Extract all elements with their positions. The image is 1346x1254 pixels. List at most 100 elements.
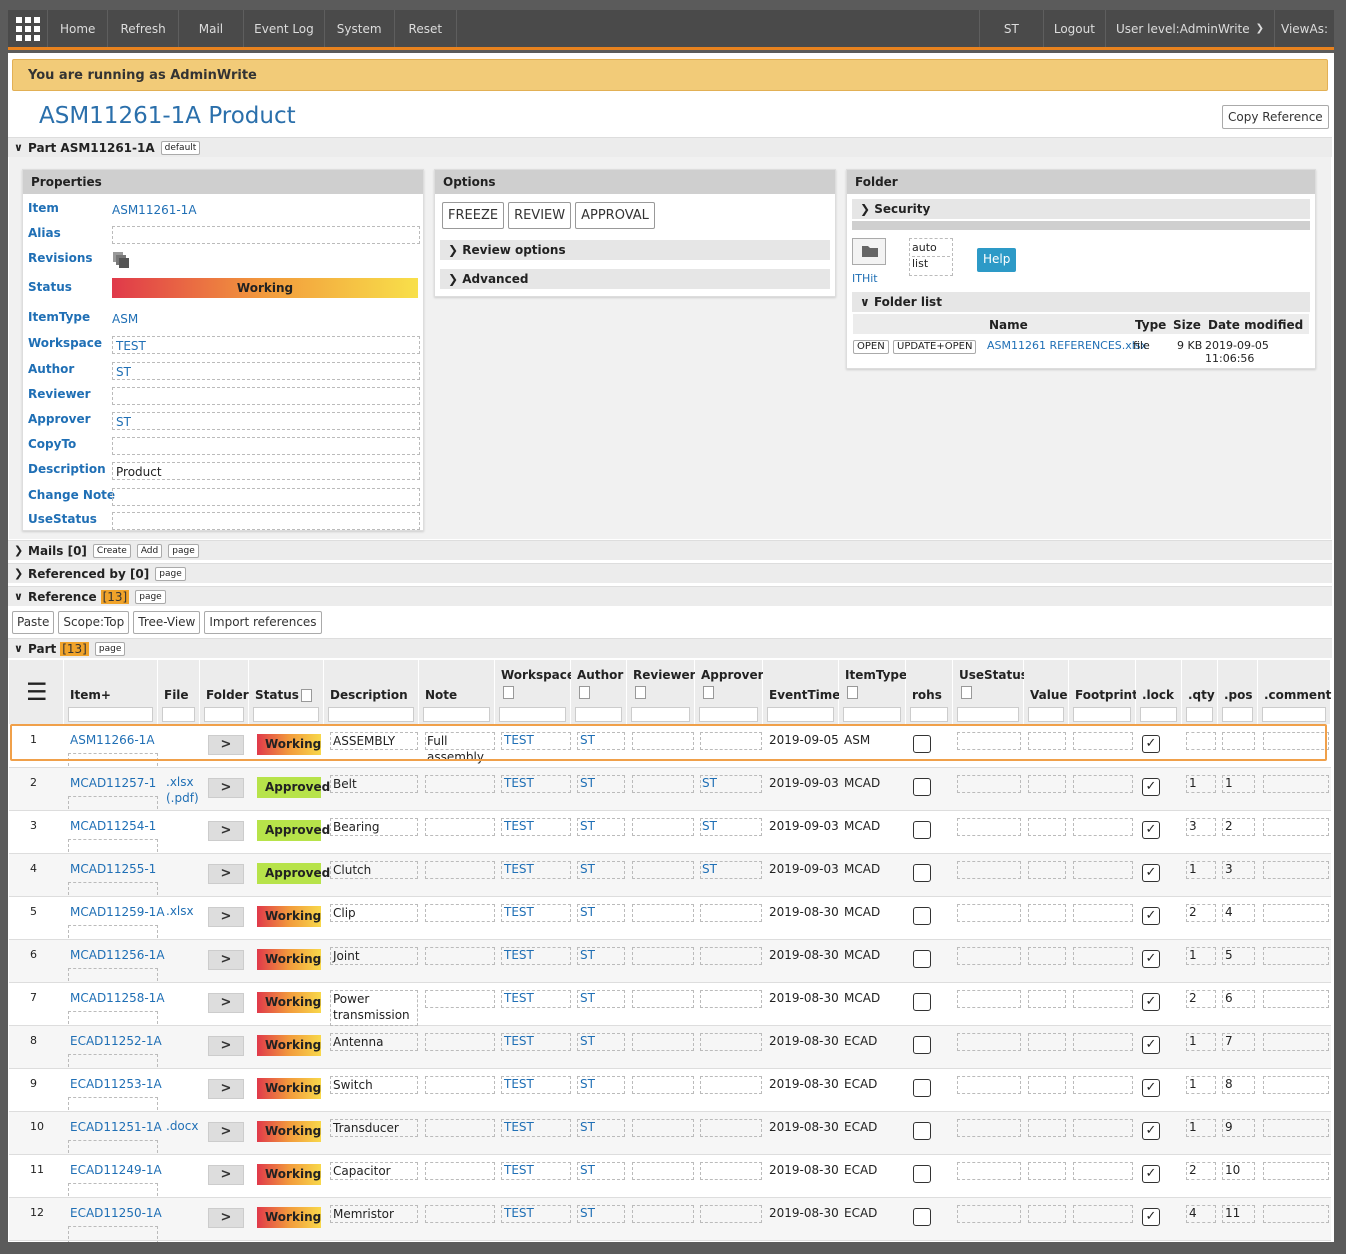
row-value-field[interactable] <box>1028 1119 1066 1137</box>
row-description-field[interactable] <box>330 1205 418 1223</box>
row-workspace[interactable]: TEST <box>504 733 534 747</box>
row-workspace-field[interactable] <box>501 861 571 879</box>
row-author[interactable]: ST <box>580 1206 595 1220</box>
row-qty-field[interactable] <box>1186 1205 1216 1223</box>
row-value-field[interactable] <box>1028 1033 1066 1051</box>
row-lock-checkbox[interactable]: ✓ <box>1142 1036 1160 1054</box>
row-reviewer-field[interactable] <box>632 1033 694 1051</box>
row-comment-field[interactable] <box>1263 1205 1329 1223</box>
prop-itemtype-value[interactable]: ASM <box>112 312 139 326</box>
freeze-button[interactable]: FREEZE <box>442 202 505 229</box>
folder-open-icon[interactable] <box>852 238 886 265</box>
row-value-field[interactable] <box>1028 1076 1066 1094</box>
row-pos-field[interactable] <box>1222 904 1255 922</box>
row-author-field[interactable] <box>577 818 625 836</box>
user-level-dropdown[interactable]: User level:AdminWrite ❯ <box>1106 10 1276 47</box>
prop-reviewer-field[interactable] <box>112 387 420 405</box>
row-pos-field[interactable] <box>1222 775 1255 793</box>
folder-list-toggle[interactable]: ∨ Folder list <box>852 292 1310 312</box>
col-sort-reviewer[interactable] <box>635 686 646 699</box>
col-size[interactable]: Size <box>1173 318 1201 332</box>
col-header-note[interactable]: Note <box>419 660 495 724</box>
row-footprint-field[interactable] <box>1073 861 1133 879</box>
row-comment-field[interactable] <box>1263 861 1329 879</box>
col-header-comment[interactable]: .comment <box>1258 660 1331 724</box>
nav-reset[interactable]: Reset <box>395 10 458 47</box>
row-item-link[interactable]: MCAD11259-1A <box>70 905 165 919</box>
row-comment-field[interactable] <box>1263 775 1329 793</box>
row-note-field[interactable] <box>425 904 495 922</box>
row-note-field[interactable] <box>425 861 495 879</box>
row-value-field[interactable] <box>1028 1162 1066 1180</box>
row-workspace[interactable]: TEST <box>504 819 534 833</box>
row-file-link[interactable]: .docx <box>166 1119 199 1133</box>
col-filter-value[interactable] <box>1028 707 1064 722</box>
row-value-field[interactable] <box>1028 990 1066 1008</box>
import-references-button[interactable]: Import references <box>204 611 322 634</box>
row-reviewer-field[interactable] <box>632 732 694 750</box>
row-workspace-field[interactable] <box>501 1162 571 1180</box>
row-workspace[interactable]: TEST <box>504 991 534 1005</box>
row-approver-field[interactable] <box>700 947 762 965</box>
row-qty-field[interactable] <box>1186 818 1216 836</box>
col-header-pos[interactable]: .pos <box>1218 660 1258 724</box>
row-workspace[interactable]: TEST <box>504 1163 534 1177</box>
row-author-field[interactable] <box>577 1033 625 1051</box>
row-usestatus-field[interactable] <box>957 818 1021 836</box>
col-header-approver[interactable]: Approver <box>695 660 764 724</box>
row-usestatus-field[interactable] <box>957 904 1021 922</box>
row-reviewer-field[interactable] <box>632 1119 694 1137</box>
row-comment-field[interactable] <box>1263 1076 1329 1094</box>
row-reviewer-field[interactable] <box>632 990 694 1008</box>
col-header-status[interactable]: Status <box>249 660 324 724</box>
row-approver-field[interactable] <box>700 1076 762 1094</box>
col-header-itemtype[interactable]: ItemType <box>839 660 907 724</box>
row-approver[interactable]: ST <box>702 819 717 833</box>
prop-usestatus-field[interactable] <box>112 512 420 530</box>
row-item-subfield[interactable] <box>68 1226 158 1242</box>
row-reviewer-field[interactable] <box>632 947 694 965</box>
row-workspace[interactable]: TEST <box>504 1034 534 1048</box>
row-approver-field[interactable] <box>700 818 762 836</box>
referenced-by-page-button[interactable]: page <box>155 566 186 581</box>
auto-option[interactable]: auto <box>912 241 937 254</box>
row-qty-field[interactable] <box>1186 732 1216 750</box>
row-lock-checkbox[interactable]: ✓ <box>1142 950 1160 968</box>
row-approver[interactable]: ST <box>702 776 717 790</box>
row-reviewer-field[interactable] <box>632 861 694 879</box>
row-rohs-checkbox[interactable] <box>913 950 931 968</box>
prop-item-value[interactable]: ASM11261-1A <box>112 203 197 217</box>
row-workspace-field[interactable] <box>501 818 571 836</box>
row-rohs-checkbox[interactable] <box>913 864 931 882</box>
row-lock-checkbox[interactable]: ✓ <box>1142 1122 1160 1140</box>
row-approver-field[interactable] <box>700 1162 762 1180</box>
mail-add-button[interactable]: Add <box>136 543 163 558</box>
row-qty-field[interactable] <box>1186 861 1216 879</box>
row-value-field[interactable] <box>1028 775 1066 793</box>
row-rohs-checkbox[interactable] <box>913 907 931 925</box>
row-description-field[interactable] <box>330 732 418 750</box>
row-file-link[interactable]: .xlsx <box>166 904 194 918</box>
row-qty-field[interactable] <box>1186 1162 1216 1180</box>
row-approver-field[interactable] <box>700 990 762 1008</box>
row-approver-field[interactable] <box>700 775 762 793</box>
row-rohs-checkbox[interactable] <box>913 1208 931 1226</box>
row-description-field[interactable] <box>330 1119 418 1137</box>
row-workspace-field[interactable] <box>501 1119 571 1137</box>
col-header-folder[interactable]: Folder <box>200 660 249 724</box>
advanced-toggle[interactable]: ❯ Advanced <box>440 269 830 289</box>
row-folder-button[interactable]: > <box>208 864 244 884</box>
row-footprint-field[interactable] <box>1073 775 1133 793</box>
row-pos-field[interactable] <box>1222 1119 1255 1137</box>
row-usestatus-field[interactable] <box>957 947 1021 965</box>
row-workspace[interactable]: TEST <box>504 1206 534 1220</box>
row-lock-checkbox[interactable]: ✓ <box>1142 1208 1160 1226</box>
col-filter-description[interactable] <box>328 707 414 722</box>
row-workspace-field[interactable] <box>501 947 571 965</box>
row-description-field[interactable] <box>330 775 418 793</box>
row-workspace-field[interactable] <box>501 904 571 922</box>
row-rohs-checkbox[interactable] <box>913 778 931 796</box>
col-header-description[interactable]: Description <box>324 660 419 724</box>
row-qty-field[interactable] <box>1186 1033 1216 1051</box>
nav-system[interactable]: System <box>325 10 395 47</box>
